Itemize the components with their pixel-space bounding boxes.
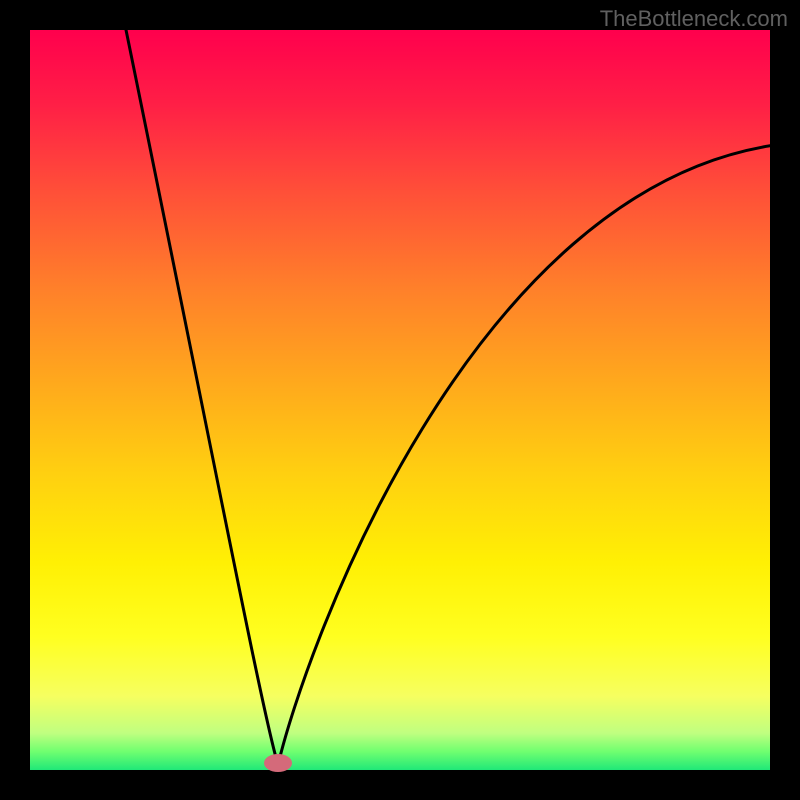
chart-curve-layer [30,30,770,770]
watermark-text: TheBottleneck.com [600,6,788,32]
curve-right-branch [278,145,770,765]
minimum-marker [264,754,292,772]
plot-area [30,30,770,770]
curve-left-branch [125,30,278,765]
